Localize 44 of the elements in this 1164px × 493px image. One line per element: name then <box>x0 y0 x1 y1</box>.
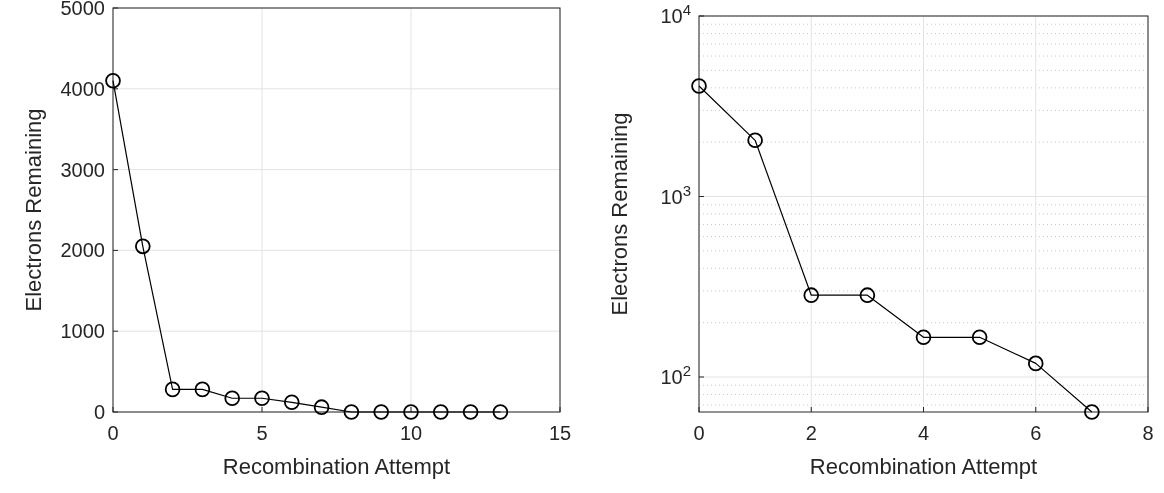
point <box>859 287 876 303</box>
point <box>403 404 419 420</box>
point <box>971 329 988 346</box>
point <box>1027 355 1044 372</box>
x-tick-label: 0 <box>693 422 705 444</box>
point <box>747 132 763 149</box>
y-tick-label: 10$^{3}$ <box>660 181 691 208</box>
point <box>373 404 390 420</box>
x-tick-label: 5 <box>256 422 268 444</box>
y-tick-label: 4000 <box>60 77 105 100</box>
point <box>691 78 707 94</box>
y-axis-title: Electrons Remaining <box>607 112 632 316</box>
y-tick-label: 10$^{4}$ <box>660 0 691 27</box>
x-tick-label: 0 <box>107 422 119 444</box>
point <box>343 404 360 420</box>
y-axis-title: Electrons Remaining <box>21 108 46 312</box>
point <box>313 399 330 415</box>
y-tick-label: 0 <box>93 401 105 423</box>
x-tick-label: 2 <box>805 422 817 444</box>
y-tick-label: 5000 <box>60 0 105 19</box>
y-tick-label: 3000 <box>60 158 105 181</box>
point <box>492 404 509 420</box>
y-tick-label: 2000 <box>60 239 105 262</box>
x-tick-label: 10 <box>399 422 423 444</box>
point <box>283 394 300 411</box>
x-tick-label: 6 <box>1030 422 1042 444</box>
point <box>224 390 241 407</box>
point <box>462 404 479 420</box>
point <box>164 381 181 398</box>
point <box>134 238 151 255</box>
point <box>194 381 211 398</box>
y-tick-label: 1000 <box>60 320 105 343</box>
x-tick-label: 8 <box>1142 422 1154 444</box>
point <box>105 72 121 89</box>
y-tick-label: 10$^{2}$ <box>660 361 691 389</box>
x-axis-title: Recombination Attempt <box>809 454 1038 479</box>
point <box>432 404 449 420</box>
point <box>254 390 270 407</box>
point <box>1084 404 1100 420</box>
x-axis-title: Recombination Attempt <box>222 454 451 479</box>
point <box>803 287 820 303</box>
x-tick-label: 15 <box>548 422 572 444</box>
point <box>915 329 932 346</box>
x-tick-label: 4 <box>917 422 930 444</box>
